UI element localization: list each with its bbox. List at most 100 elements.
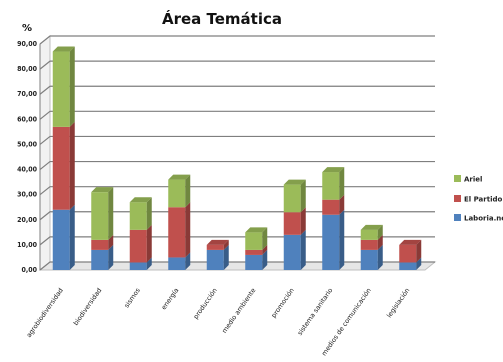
bar-side [377,244,383,270]
gridline [39,85,435,95]
bar-side [416,239,422,263]
bar-side [146,224,152,263]
bar-front [360,229,378,240]
bar-side [339,194,345,215]
chart-title: Área Temática [162,9,282,28]
bar-side [108,244,114,270]
legend-swatch [454,195,461,202]
bar-segment [245,244,268,255]
bar-side [300,207,306,235]
bar-top [245,227,268,233]
side-wall [39,34,51,272]
bar-segment [91,244,114,270]
bar-top [206,239,229,245]
bar-front [399,262,417,270]
bar-segment [322,194,345,215]
bar-front [52,126,70,210]
bar-front [283,212,301,235]
y-tick-label: 90,00 [17,40,38,48]
bar-top [129,197,152,203]
bar-side [262,249,268,270]
bar-front [52,209,70,270]
bar-front [91,239,109,250]
bar-side [185,202,191,258]
bar-segment [52,204,75,270]
y-tick-label: 80,00 [17,65,38,73]
bar-segment [399,257,422,270]
bar-segment [360,244,383,270]
legend: Ariel El Partido Laboria.net [454,175,503,223]
y-tick-label: 30,00 [17,191,38,199]
bar-side [339,167,345,200]
bar-segment [206,239,229,250]
bar-side [69,46,75,127]
category-label: agrobiodiversidad [25,287,65,339]
bar-front [91,249,109,270]
y-tick-label: 0,00 [21,266,37,274]
bar-front [52,51,70,127]
bar-side [300,229,306,270]
bar-front [245,249,263,255]
bar-front [245,254,263,270]
y-tick-label: 40,00 [17,166,38,174]
bar-segment [283,229,306,270]
bar-segment [129,224,152,263]
bar-segment [360,234,383,250]
bar-front [168,257,186,270]
bar-front [91,192,109,240]
gridline [39,186,435,196]
bar-top [168,174,191,180]
bar-side [300,179,306,213]
bar-front [245,232,263,250]
bar-front [322,172,340,200]
bar-side [185,252,191,270]
category-label: medio ambiente [220,287,257,335]
bar-front [129,262,147,270]
y-tick-label: 10,00 [17,241,38,249]
bar-segment [360,224,383,240]
category-label: sismos [123,286,143,309]
bar-segment [52,46,75,127]
bar-side [223,244,229,270]
gridline [39,60,435,70]
bar-front [360,239,378,250]
bar-side [69,121,75,210]
legend-label: El Partido [464,196,502,204]
bar-segment [91,187,114,240]
category-label: biodiversidad [72,287,104,327]
bar-front [322,214,340,270]
bar-segment [322,167,345,200]
gridline [39,160,435,171]
gridline [39,261,435,271]
bar-segment [168,252,191,270]
bar-side [146,197,152,230]
bar-front [129,202,147,230]
bar-segment [283,207,306,235]
bar-side [69,204,75,270]
bar-segment [283,179,306,213]
bar-top [283,179,306,185]
bar-top [399,239,422,245]
gridline [39,211,435,221]
bar-segment [399,239,422,263]
bar-top [360,224,383,230]
y-tick-label: 70,00 [17,90,38,98]
bar-front [168,207,186,258]
y-axis-unit: % [22,23,32,34]
bar-front [206,249,224,270]
bar-segment [91,234,114,250]
bar-front [399,244,417,263]
bar-front [283,234,301,270]
bar-side [185,174,191,208]
bar-segment [206,244,229,270]
category-label: promoción [270,287,296,320]
bar-segment [168,202,191,258]
legend-label: Laboria.net [464,215,503,223]
y-tick-label: 50,00 [17,140,38,148]
bar-side [377,234,383,250]
gridlines [39,35,435,271]
bar-side [262,227,268,250]
bar-front [360,249,378,270]
bar-segment [129,257,152,270]
bar-side [377,224,383,240]
